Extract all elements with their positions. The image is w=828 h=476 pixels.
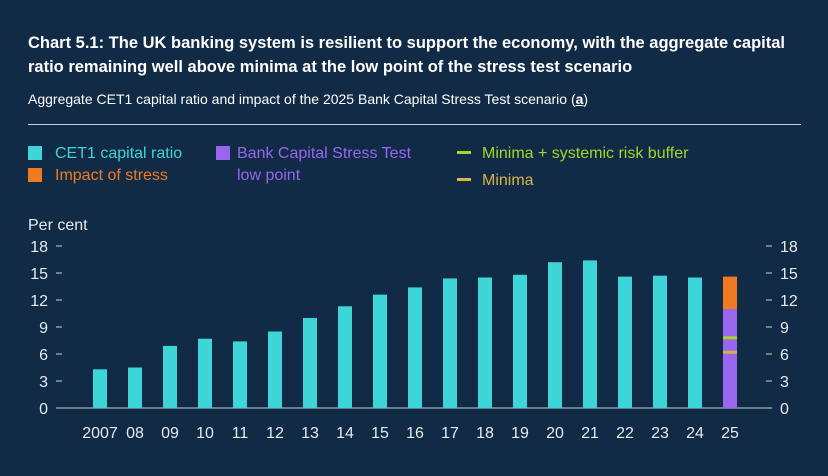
legend-label-low-point-2: low point	[237, 167, 301, 184]
bar-cet1-08	[128, 367, 142, 408]
x-tick-label-13: 13	[301, 425, 319, 442]
bar-cet1-13	[303, 318, 317, 408]
bar-cet1-24	[688, 277, 702, 408]
y-tick-label-right-3: 3	[780, 374, 789, 391]
legend-swatch-cet1	[28, 146, 42, 160]
x-tick-label-25: 25	[721, 425, 739, 442]
x-tick-label-23: 23	[651, 425, 669, 442]
legend-label-impact: Impact of stress	[55, 167, 168, 184]
footnote-open: (	[570, 91, 576, 107]
x-tick-label-12: 12	[266, 425, 284, 442]
bar-cet1-22	[618, 276, 632, 408]
legend-swatch-minima	[457, 178, 471, 181]
x-tick-label-15: 15	[371, 425, 389, 442]
bar-cet1-17	[443, 278, 457, 408]
footnote-close: )	[583, 91, 589, 107]
bar-low-point-25	[723, 309, 737, 408]
x-tick-label-21: 21	[581, 425, 599, 442]
y-tick-label-left-6: 6	[39, 347, 48, 364]
bar-cet1-14	[338, 306, 352, 408]
x-tick-label-18: 18	[476, 425, 494, 442]
bar-cet1-12	[268, 331, 282, 408]
y-tick-label-right-0: 0	[780, 401, 789, 418]
y-tick-label-left-18: 18	[30, 239, 48, 256]
bar-cet1-10	[198, 338, 212, 408]
y-tick-label-left-15: 15	[30, 266, 48, 283]
bar-cet1-21	[583, 260, 597, 408]
y-tick-label-right-18: 18	[780, 239, 798, 256]
title-divider	[28, 124, 801, 125]
y-tick-label-right-9: 9	[780, 320, 789, 337]
x-tick-label-09: 09	[161, 425, 179, 442]
chart-subtitle: Aggregate CET1 capital ratio and impact …	[28, 89, 588, 109]
subtitle-text: Aggregate CET1 capital ratio and impact …	[28, 91, 568, 107]
y-tick-label-right-6: 6	[780, 347, 789, 364]
bar-cet1-2007	[93, 369, 107, 408]
x-tick-label-11: 11	[232, 425, 249, 442]
bar-cet1-09	[163, 345, 177, 408]
legend-swatch-minima-buffer	[457, 151, 471, 154]
y-tick-label-right-15: 15	[780, 266, 798, 283]
chart-title: Chart 5.1: The UK banking system is resi…	[28, 34, 786, 76]
x-tick-label-16: 16	[406, 425, 424, 442]
bar-cet1-20	[548, 262, 562, 408]
x-tick-label-22: 22	[616, 425, 634, 442]
x-tick-label-2007: 2007	[82, 425, 118, 442]
x-tick-label-08: 08	[126, 425, 144, 442]
x-tick-label-14: 14	[336, 425, 354, 442]
bar-cet1-18	[478, 277, 492, 408]
legend-label-cet1: CET1 capital ratio	[55, 145, 183, 162]
bar-cet1-15	[373, 294, 387, 408]
legend-swatch-low-point	[216, 146, 230, 160]
x-tick-label-20: 20	[546, 425, 564, 442]
y-tick-label-left-0: 0	[39, 401, 48, 418]
bar-impact-25	[723, 276, 737, 309]
y-tick-label-right-12: 12	[780, 293, 798, 310]
x-tick-label-19: 19	[511, 425, 529, 442]
bar-cet1-23	[653, 275, 667, 408]
legend-label-low-point-1: Bank Capital Stress Test	[237, 145, 412, 162]
legend-label-minima: Minima	[482, 172, 534, 189]
y-tick-label-left-12: 12	[30, 293, 48, 310]
legend-swatch-impact	[28, 168, 42, 182]
bar-cet1-11	[233, 341, 247, 408]
y-axis-label: Per cent	[28, 217, 88, 234]
y-tick-label-left-9: 9	[39, 320, 48, 337]
x-tick-label-10: 10	[196, 425, 214, 442]
legend-label-minima-buffer: Minima + systemic risk buffer	[482, 145, 689, 162]
footnote-link[interactable]: a	[575, 91, 584, 107]
x-tick-label-17: 17	[441, 425, 459, 442]
bar-cet1-19	[513, 274, 527, 408]
bar-cet1-16	[408, 287, 422, 408]
x-tick-label-24: 24	[686, 425, 704, 442]
y-tick-label-left-3: 3	[39, 374, 48, 391]
